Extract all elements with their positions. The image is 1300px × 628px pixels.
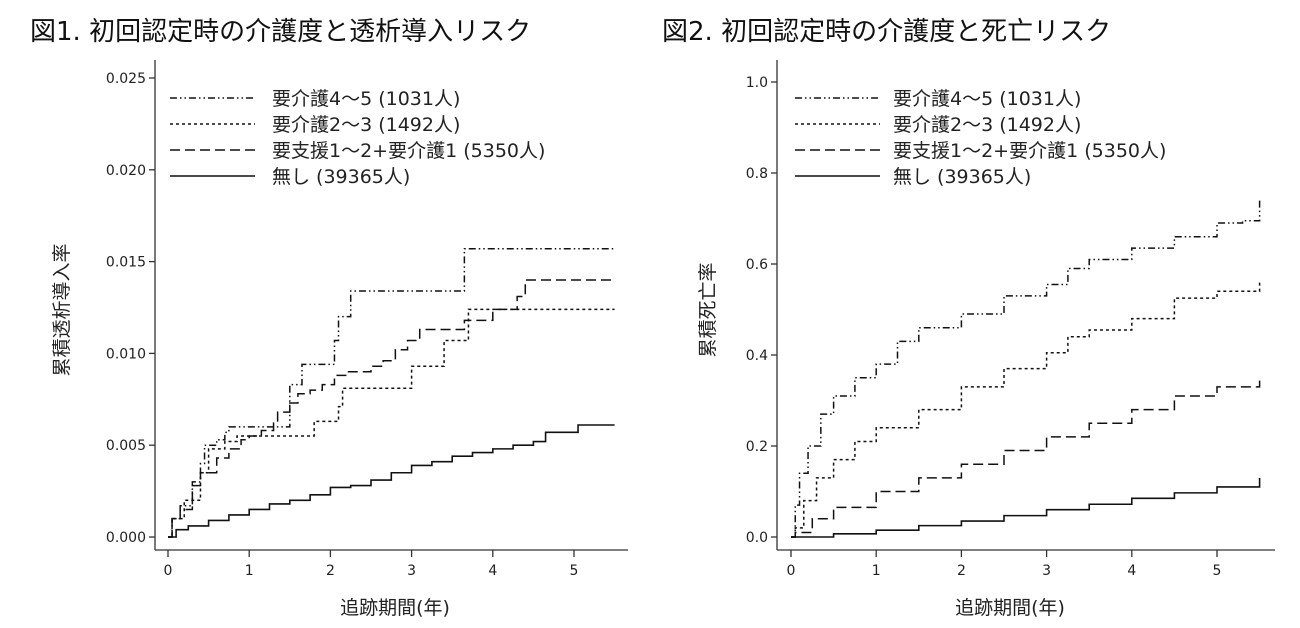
y-tick-label: 0.8	[746, 166, 768, 182]
legend-entry: 要支援1～2+要介護1 (5350人)	[272, 140, 545, 162]
x-tick-label: 0	[164, 563, 173, 579]
x-tick-label: 5	[1213, 563, 1222, 579]
x-tick-label: 4	[488, 563, 497, 579]
series-line-2	[168, 279, 615, 538]
chart2-title: 図2. 初回認定時の介護度と死亡リスク	[662, 17, 1111, 47]
x-tick-label: 3	[1042, 563, 1051, 579]
y-tick-label: 0.010	[106, 346, 146, 362]
chart1-plot: 0.000 0.005 0.010 0.015 0.020 0.025 0 1 2 3 4 5 追跡期間…	[51, 60, 628, 619]
y-tick-label: 0.2	[746, 439, 768, 455]
legend-entry: 要介護4～5 (1031人)	[272, 88, 460, 110]
y-axis-label: 累積透析導入率	[51, 243, 73, 376]
x-tick-label: 5	[570, 563, 579, 579]
x-tick-label: 2	[326, 563, 335, 579]
chart2-plot: 0.0 0.2 0.4 0.6 0.8 1.0 0 1 2 3 4 5 追跡期間(年) 累積死亡率 要介護4…	[697, 60, 1275, 619]
x-tick-label: 2	[957, 563, 966, 579]
y-axis-label: 累積死亡率	[697, 262, 719, 357]
y-tick-label: 0.0	[746, 530, 768, 546]
x-tick-label: 4	[1127, 563, 1136, 579]
y-tick-label: 0.020	[106, 163, 146, 179]
x-tick-label: 1	[245, 563, 254, 579]
y-tick-label: 0.6	[746, 257, 768, 273]
series-line-3	[168, 424, 615, 538]
series-line-1	[791, 279, 1261, 538]
legend-entry: 要介護2～3 (1492人)	[893, 114, 1081, 136]
x-tick-label: 1	[872, 563, 881, 579]
y-tick-label: 1.0	[746, 75, 768, 91]
y-tick-label: 0.005	[106, 438, 146, 454]
legend-entry: 要支援1～2+要介護1 (5350人)	[893, 140, 1166, 162]
y-tick-label: 0.015	[106, 255, 146, 271]
legend-entry: 無し (39365人)	[893, 166, 1031, 188]
y-tick-label: 0.4	[746, 348, 768, 364]
legend-entry: 要介護4～5 (1031人)	[893, 88, 1081, 110]
y-tick-label: 0.000	[106, 530, 146, 546]
series-line-2	[791, 377, 1261, 538]
x-axis-label: 追跡期間(年)	[340, 597, 450, 619]
series-line-0	[168, 247, 615, 538]
legend-entry: 無し (39365人)	[272, 166, 410, 188]
legend-entry: 要介護2～3 (1492人)	[272, 114, 460, 136]
y-tick-label: 0.025	[106, 71, 146, 87]
x-tick-label: 3	[407, 563, 416, 579]
series-line-0	[791, 200, 1261, 538]
x-axis-label: 追跡期間(年)	[955, 597, 1065, 619]
x-tick-label: 0	[787, 563, 796, 579]
series-line-3	[791, 477, 1261, 538]
series-line-1	[168, 308, 615, 538]
chart1-title: 図1. 初回認定時の介護度と透析導入リスク	[30, 17, 531, 47]
